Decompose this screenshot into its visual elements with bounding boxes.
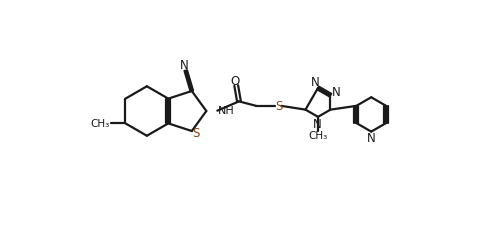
Text: CH₃: CH₃ — [308, 131, 327, 141]
Text: N: N — [332, 86, 341, 99]
Text: S: S — [192, 126, 200, 139]
Text: NH: NH — [218, 106, 235, 116]
Text: N: N — [367, 132, 376, 145]
Text: O: O — [231, 74, 240, 87]
Text: CH₃: CH₃ — [90, 119, 109, 129]
Text: N: N — [313, 117, 321, 130]
Text: N: N — [180, 59, 189, 72]
Text: N: N — [311, 76, 320, 89]
Text: S: S — [275, 99, 282, 112]
